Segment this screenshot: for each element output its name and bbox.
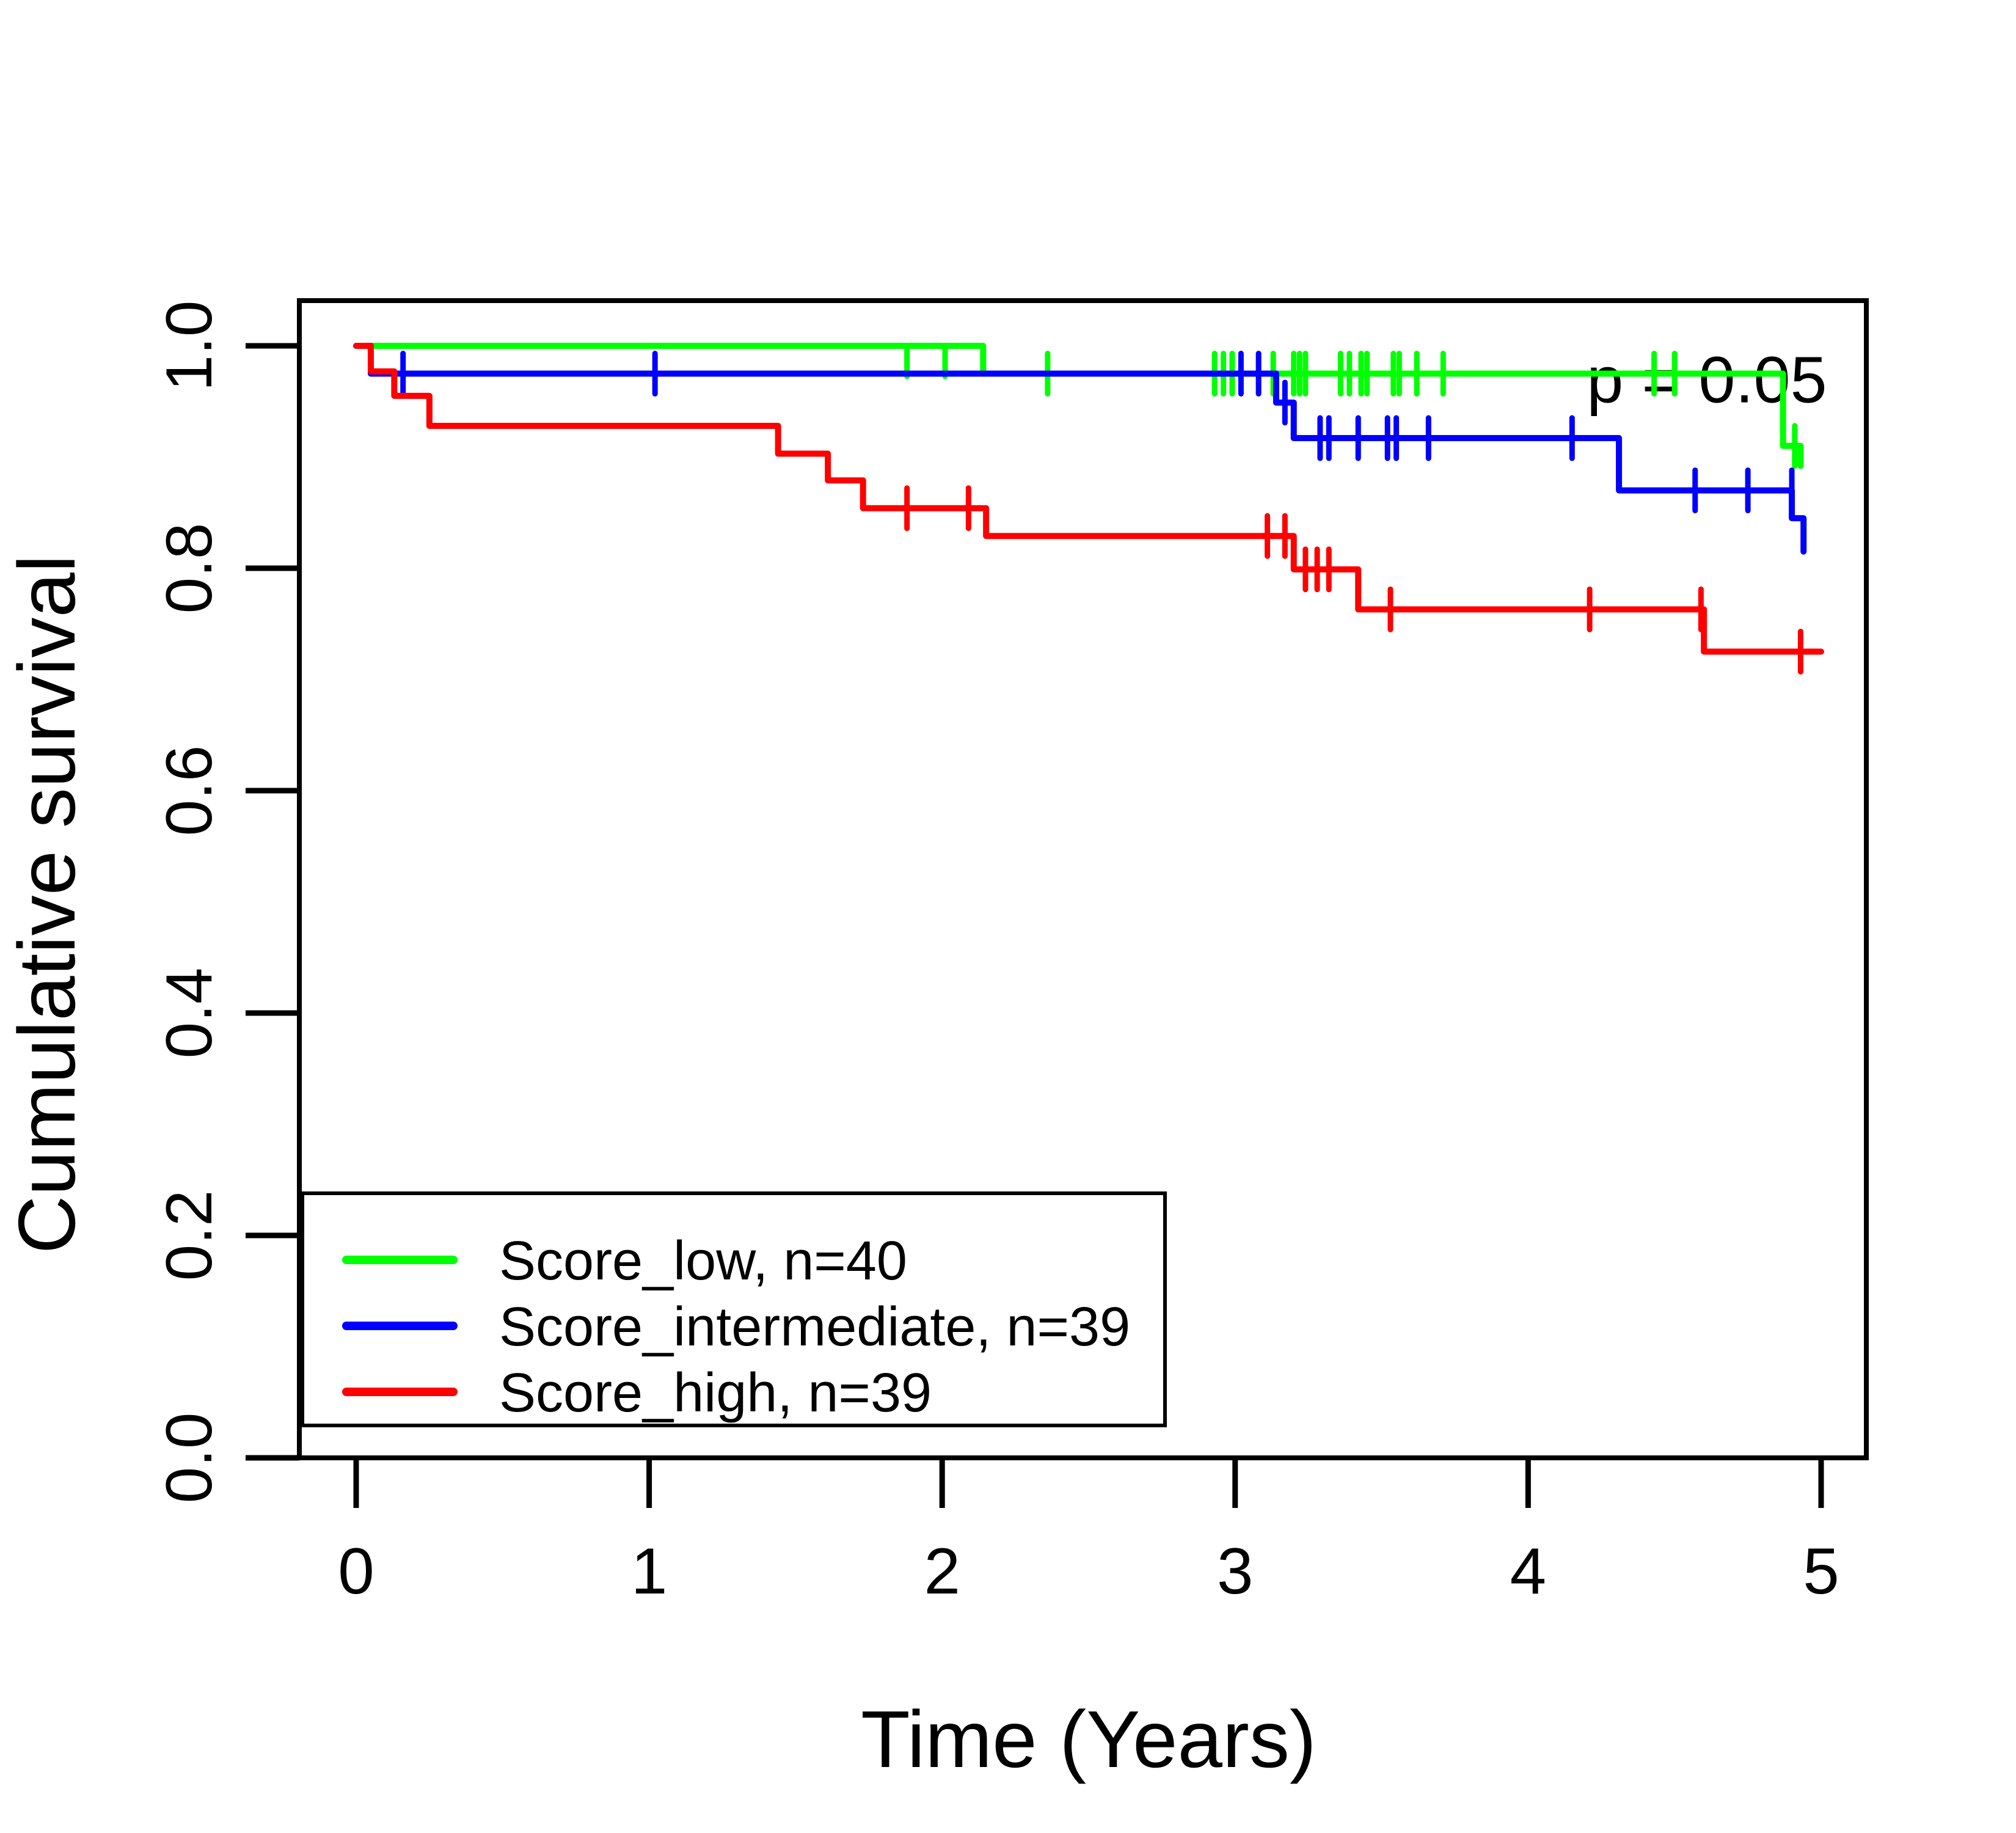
y-axis-tick-label: 1.0 [152, 301, 225, 392]
survival-curve-score_high [353, 343, 1824, 655]
legend-label: Score_low, n=40 [499, 1231, 907, 1292]
survival-curve-score_low [353, 343, 1804, 469]
x-axis-tick-label: 3 [1217, 1534, 1254, 1608]
x-axis-tick-label: 1 [631, 1534, 668, 1608]
legend-label: Score_intermediate, n=39 [499, 1297, 1130, 1358]
x-axis-tick-label: 2 [924, 1534, 960, 1608]
x-axis-tick-label: 0 [338, 1534, 374, 1608]
plot-frame [297, 298, 1869, 1460]
p-value-annotation: p = 0.05 [1587, 343, 1827, 417]
y-axis-tick-label: 0.2 [152, 1190, 225, 1281]
y-axis-tick-label: 0.0 [152, 1413, 225, 1504]
y-axis-title: Cumulative survival [2, 555, 92, 1254]
legend-box [301, 1191, 1167, 1427]
y-axis-tick-label: 0.6 [152, 745, 225, 836]
y-axis-tick-label: 0.4 [152, 968, 225, 1059]
x-axis-tick-label: 5 [1803, 1534, 1839, 1608]
x-axis-tick-label: 4 [1510, 1534, 1547, 1608]
x-axis-title: Time (Years) [861, 1694, 1317, 1784]
y-axis-tick-label: 0.8 [152, 523, 225, 614]
legend-label: Score_high, n=39 [499, 1363, 932, 1424]
